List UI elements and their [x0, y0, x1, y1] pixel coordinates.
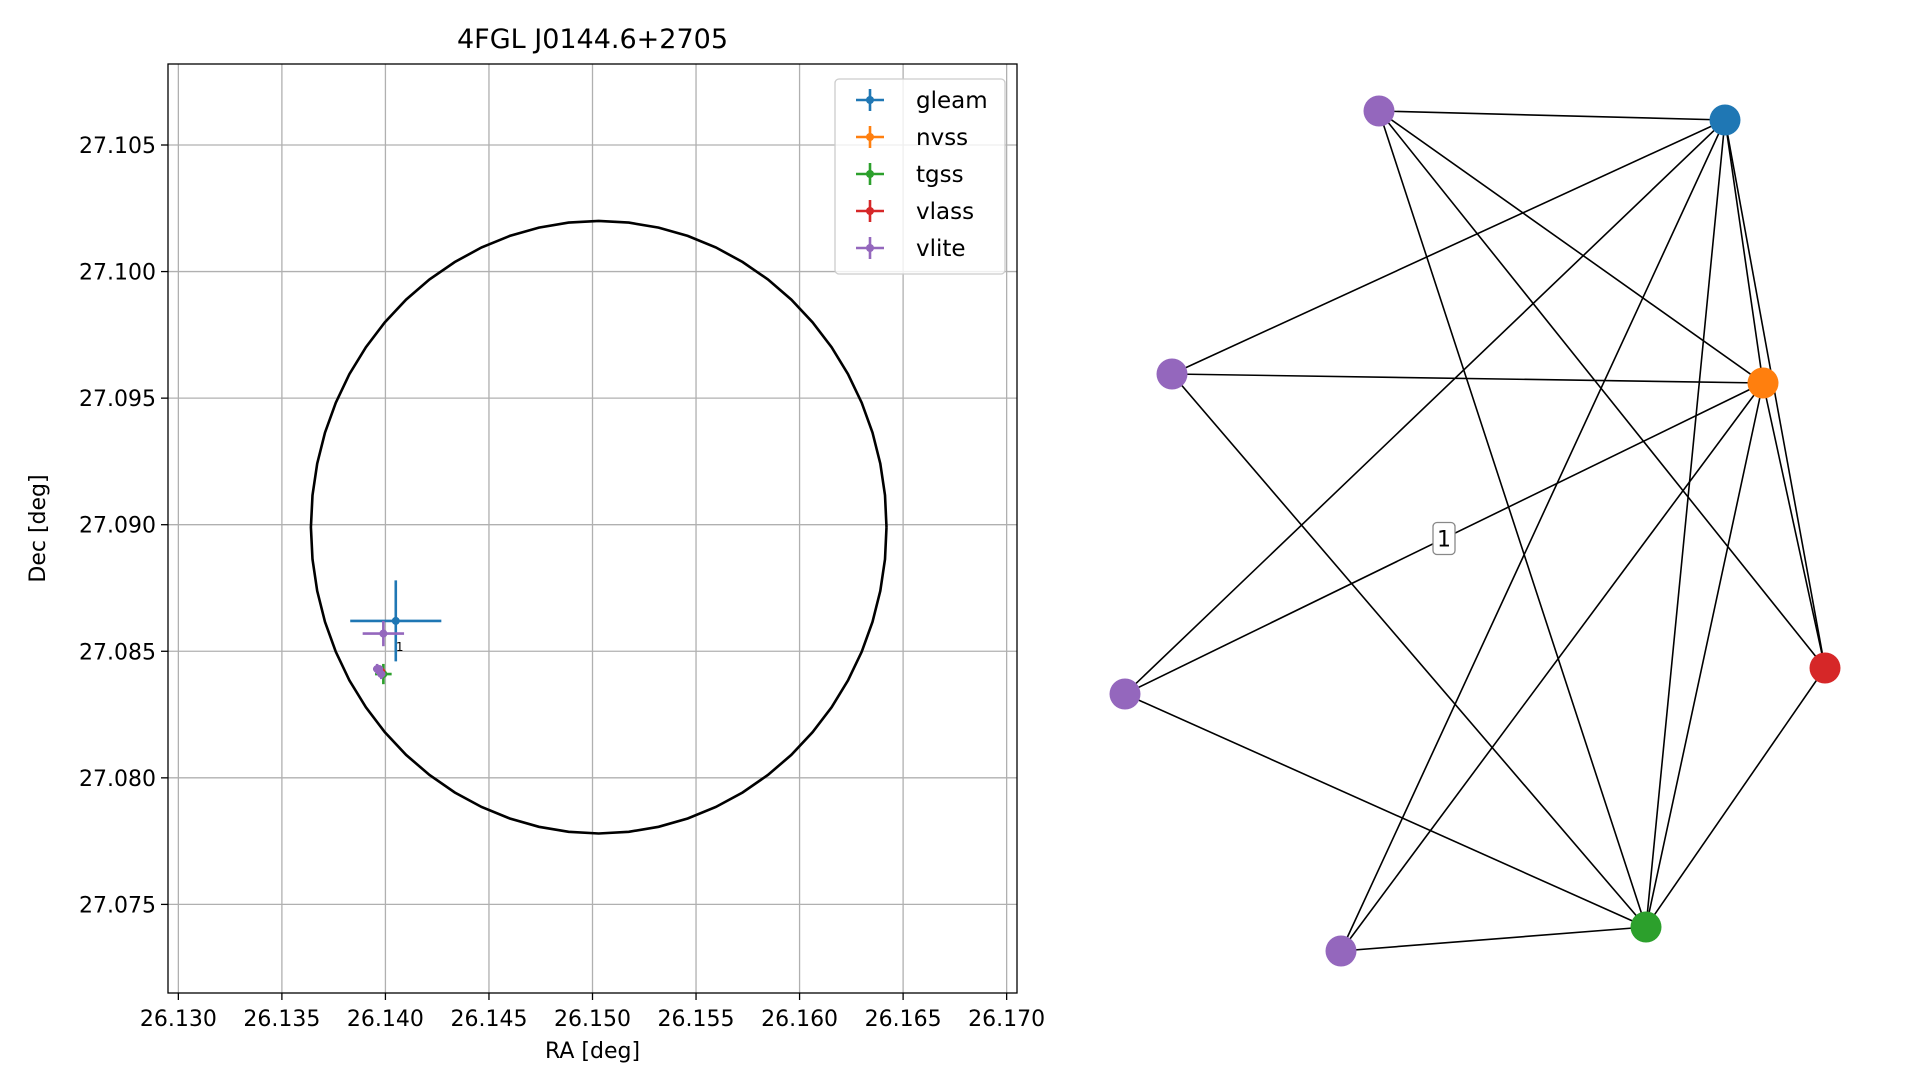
y-axis-label: Dec [deg]: [26, 474, 51, 582]
y-tick-label: 27.090: [79, 514, 156, 539]
point-annotation: 1: [396, 640, 404, 654]
data-point-gleam: [350, 580, 442, 662]
graph-edge-labels: 1: [1432, 521, 1456, 556]
graph-edge: [1171, 373, 1764, 384]
graph-edge: [1378, 110, 1647, 928]
legend-item-nvss: nvss: [856, 125, 968, 151]
legend-label: tgss: [916, 162, 964, 188]
graph-node: [1363, 95, 1395, 127]
graph-edge: [1378, 110, 1764, 384]
y-tick-label: 27.080: [79, 767, 156, 792]
point-marker: [391, 616, 400, 625]
legend-item-vlite: vlite: [856, 236, 966, 262]
legend-label: vlite: [916, 236, 966, 262]
graph-nodes: [1109, 95, 1841, 967]
data-point-vlite: [375, 664, 384, 673]
x-tick-label: 26.170: [968, 1007, 1045, 1032]
legend-marker: [866, 207, 874, 215]
graph-node: [1156, 358, 1188, 390]
legend-item-gleam: gleam: [856, 88, 988, 114]
graph-node: [1709, 104, 1741, 136]
legend-item-vlass: vlass: [856, 199, 974, 225]
graph-edge: [1124, 119, 1726, 695]
y-tick-label: 27.105: [79, 134, 156, 159]
chart-title: 4FGL J0144.6+2705: [457, 24, 728, 55]
graph-edge: [1171, 373, 1647, 928]
edge-label: 1: [1432, 521, 1456, 556]
data-point-vlite: [362, 620, 405, 647]
graph-edge: [1340, 382, 1764, 952]
network-graph-panel: 1: [1109, 95, 1841, 967]
legend-item-tgss: tgss: [856, 162, 964, 188]
legend-marker: [866, 170, 874, 178]
scatter-panel: 1 26.130 26.135 26.140 26.145 26.150 26.155 26…: [26, 24, 1045, 1064]
legend-box: [834, 78, 1006, 275]
legend-label: vlass: [916, 199, 974, 225]
graph-edge: [1124, 693, 1647, 928]
y-tick-label: 27.075: [79, 893, 156, 918]
graph-edge: [1645, 667, 1826, 928]
y-tick-label: 27.100: [79, 261, 156, 286]
graph-edge: [1645, 119, 1726, 928]
graph-edge: [1378, 110, 1826, 669]
graph-edge: [1171, 119, 1726, 375]
x-axis-ticks: 26.130 26.135 26.140 26.145 26.150 26.155 26.1…: [140, 993, 1045, 1032]
legend-marker: [866, 96, 874, 104]
legend-marker: [866, 244, 874, 252]
y-tick-label: 27.085: [79, 640, 156, 665]
edge-label-text: 1: [1437, 528, 1451, 553]
graph-edge: [1645, 382, 1764, 928]
legend-label: gleam: [916, 88, 988, 114]
localization-ellipse: [309, 219, 888, 835]
graph-edge: [1340, 926, 1647, 952]
scatter-ellipse-layer: [309, 219, 888, 835]
x-axis-label: RA [deg]: [545, 1039, 640, 1064]
x-tick-label: 26.130: [140, 1007, 217, 1032]
graph-edge: [1724, 119, 1764, 384]
graph-node: [1109, 678, 1141, 710]
point-marker: [379, 629, 388, 638]
point-marker: [375, 664, 384, 673]
graph-node: [1325, 935, 1357, 967]
graph-node: [1630, 911, 1662, 943]
legend: gleam nvss tgss vlass vlite: [834, 78, 1006, 275]
x-tick-label: 26.160: [761, 1007, 838, 1032]
graph-edge: [1724, 119, 1826, 669]
legend-label: nvss: [916, 125, 968, 151]
x-tick-label: 26.135: [243, 1007, 320, 1032]
y-axis-ticks: 27.075 27.080 27.085 27.090 27.095 27.100 27.1…: [79, 134, 168, 918]
graph-node: [1809, 652, 1841, 684]
scatter-annotations: 1: [396, 640, 404, 654]
graph-edge: [1340, 119, 1726, 952]
legend-marker: [866, 133, 874, 141]
x-tick-label: 26.140: [347, 1007, 424, 1032]
edge-label-box: [1432, 521, 1456, 556]
graph-edge: [1378, 110, 1726, 121]
x-tick-label: 26.155: [658, 1007, 735, 1032]
y-tick-label: 27.095: [79, 387, 156, 412]
x-tick-label: 26.145: [450, 1007, 527, 1032]
x-tick-label: 26.150: [554, 1007, 631, 1032]
graph-node: [1747, 367, 1779, 399]
scatter-points: [350, 580, 442, 685]
x-tick-label: 26.165: [865, 1007, 942, 1032]
graph-edges: [1124, 110, 1826, 952]
graph-edge: [1762, 382, 1826, 669]
